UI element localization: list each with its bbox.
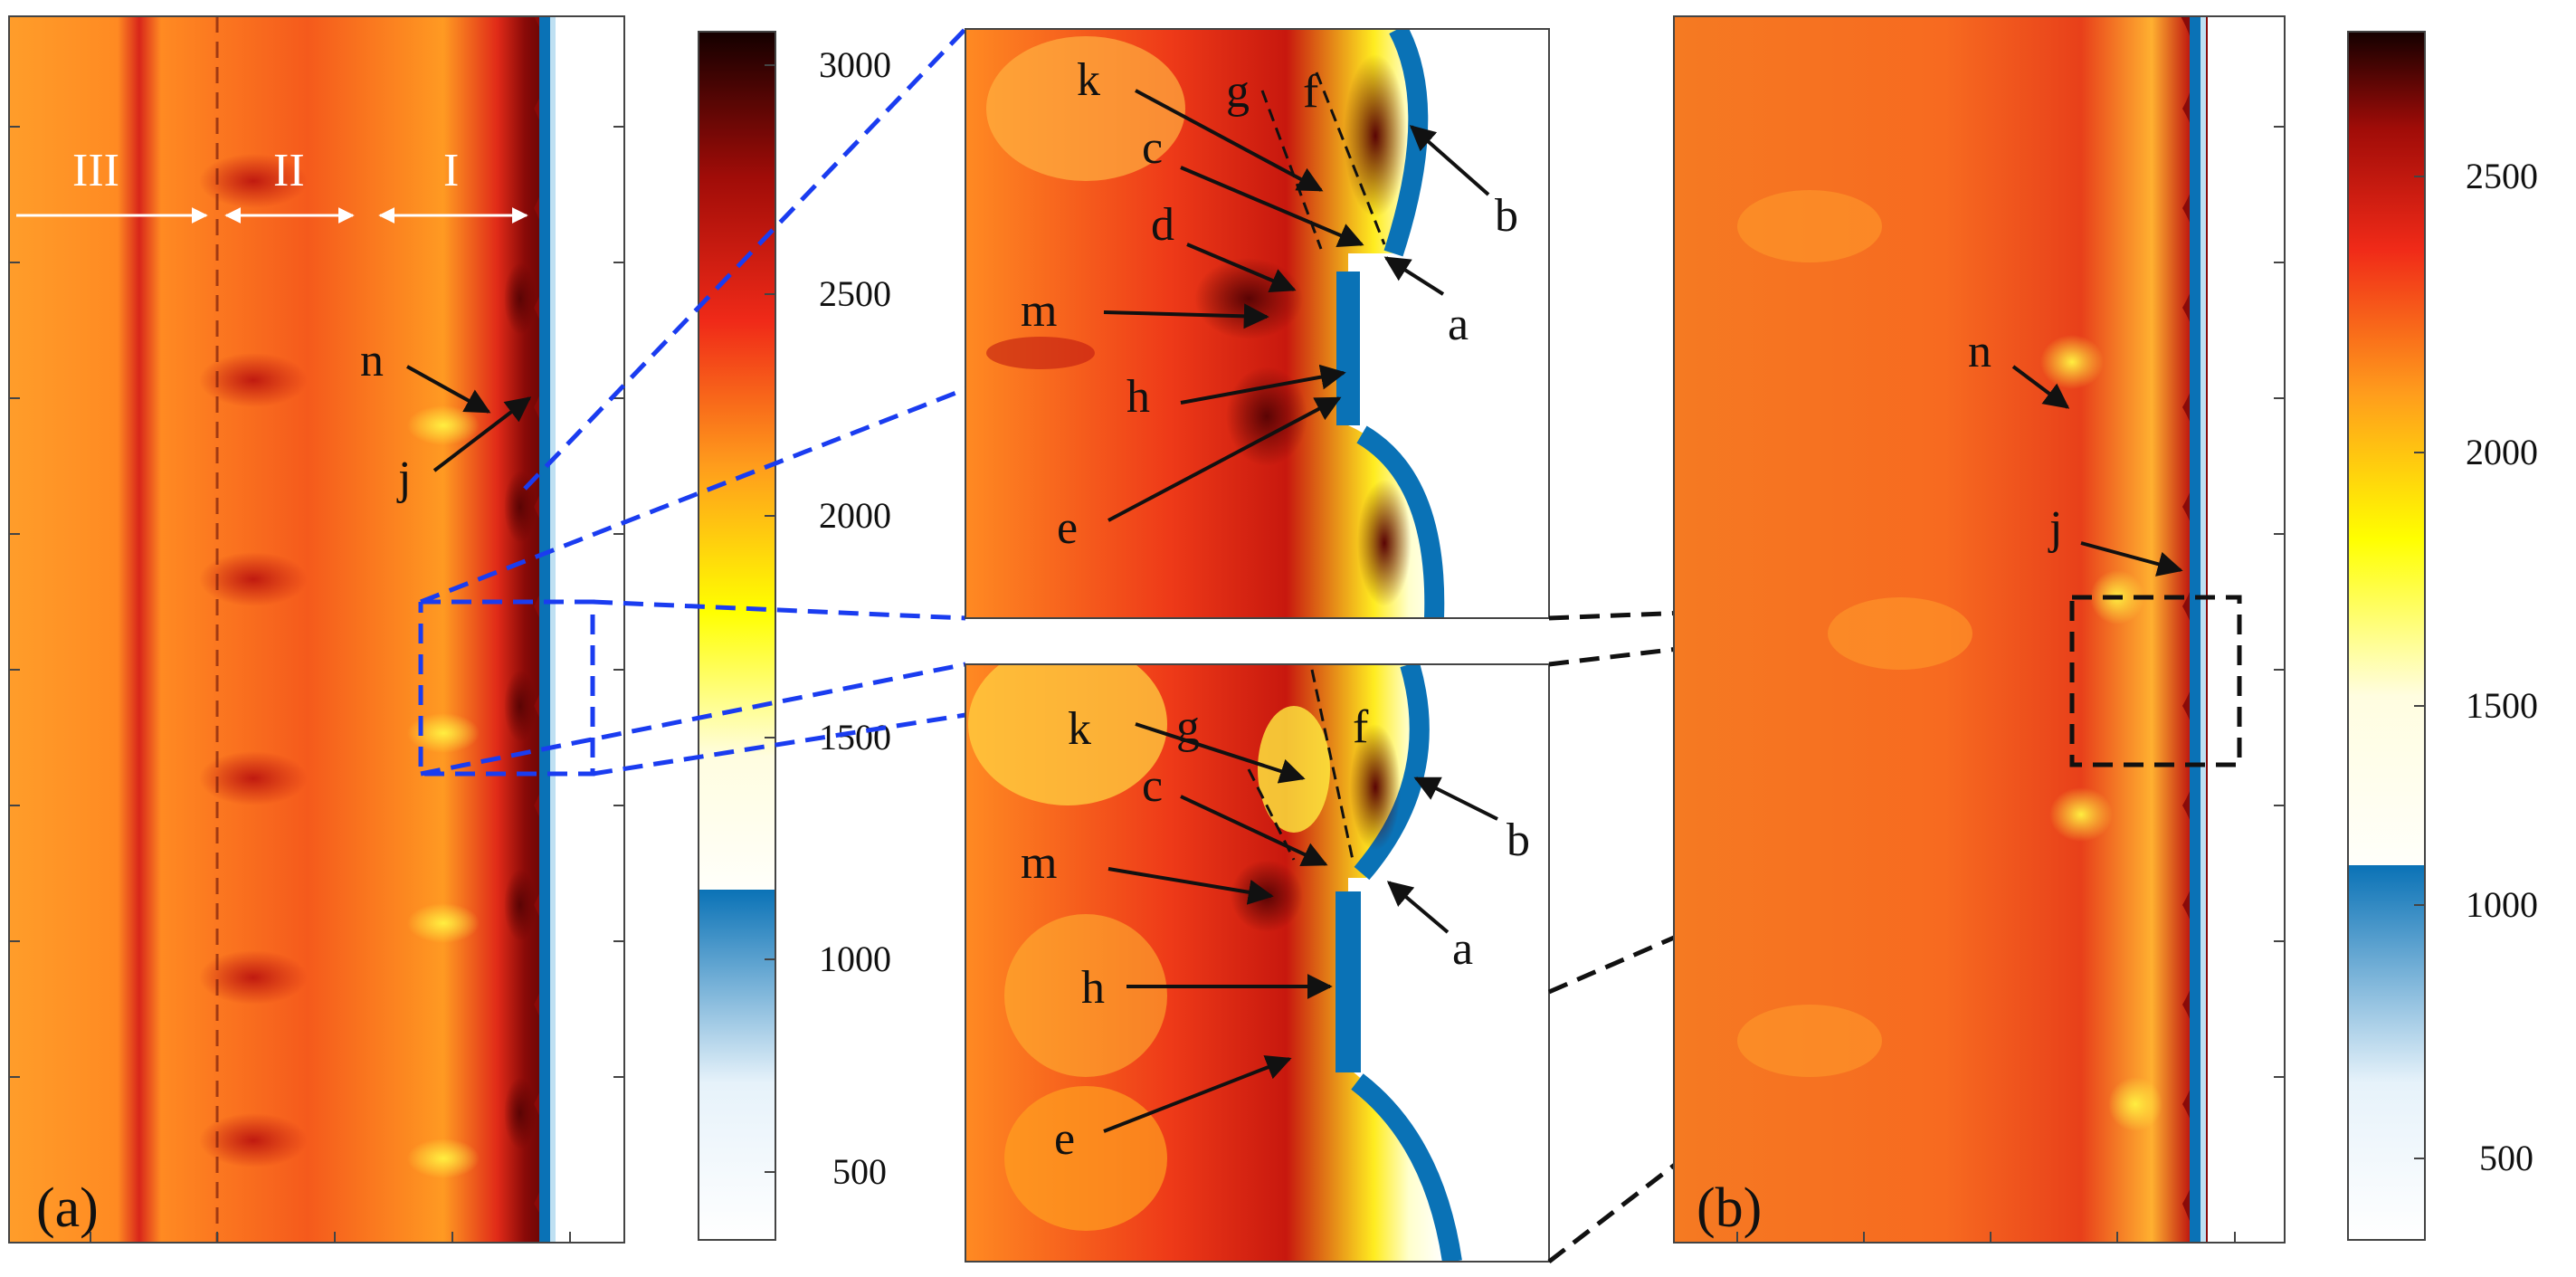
colorbar-b-tick-1500: 1500 [2466, 685, 2538, 726]
zoom-top-e: e [1057, 502, 1078, 554]
panel-b-j-arrow [2080, 541, 2183, 577]
panel-a-frame [8, 15, 625, 1244]
panel-a-n-label: n [360, 335, 384, 386]
panel-b-n-label: n [1968, 326, 1991, 377]
colorbar-a-tick-1000: 1000 [819, 939, 891, 979]
panel-b-frame [1673, 15, 2286, 1244]
panel-a-n-arrow [406, 365, 491, 414]
zoom-bottom-a: a [1452, 923, 1473, 975]
colorbar-b-tick-1000: 1000 [2466, 884, 2538, 925]
zoom-top-g: g [1226, 66, 1250, 118]
zoom-top-d: d [1151, 199, 1174, 251]
colorbar-a-tick-3000: 3000 [819, 44, 891, 85]
colorbar-b-tick-2500: 2500 [2466, 156, 2538, 196]
panel-b [1674, 16, 2285, 1243]
zoom-bottom-f: f [1353, 701, 1369, 753]
colorbar-a: 3000 2500 2000 1500 1000 500 [698, 31, 891, 1241]
zoom-bottom-m: m [1021, 837, 1057, 889]
panel-a [9, 16, 624, 1243]
zoom-bottom-g: g [1176, 701, 1200, 753]
panel-b-ticks [1736, 126, 2285, 1243]
panel-b-zoom-box [2069, 595, 2242, 767]
zoom-top-b: b [1495, 190, 1518, 242]
zoom-top-f: f [1303, 66, 1319, 118]
zoom-bottom-frame [965, 663, 1550, 1263]
panel-a-spots [199, 154, 537, 1178]
panel-a-j-label: j [396, 453, 411, 504]
panel-a-j-arrow [433, 396, 532, 472]
colorbar-a-tick-2000: 2000 [819, 495, 891, 536]
colorbar-b-tick-500: 500 [2479, 1138, 2533, 1178]
zoom-top-a: a [1448, 299, 1469, 350]
zoom-top-h: h [1126, 371, 1150, 423]
colorbar-a-tick-500: 500 [832, 1151, 887, 1192]
colorbar-a-tick-1500: 1500 [819, 717, 891, 758]
zoom-bottom-c: c [1142, 760, 1163, 812]
zoom-top-c: c [1142, 122, 1163, 174]
zoom-bottom-e: e [1054, 1113, 1075, 1165]
panel-b-j-label: j [2048, 502, 2062, 554]
zoom-bottom-h: h [1081, 962, 1105, 1014]
zoom-bottom-k: k [1068, 703, 1091, 755]
zoom-bottom-b: b [1507, 815, 1530, 866]
zoom-top-m: m [1021, 285, 1057, 337]
zoom-connectors-a [420, 27, 967, 777]
zoom-bottom-arrows [1103, 722, 1498, 1133]
colorbar-a-tick-2500: 2500 [819, 273, 891, 314]
panel-b-label: (b) [1697, 1177, 1762, 1239]
zoom-top-k: k [1077, 54, 1100, 106]
colorbar-b: 2500 2000 1500 1000 500 [2347, 31, 2538, 1241]
zone-II-label: II [273, 145, 305, 196]
zone-III-label: III [72, 145, 119, 196]
panel-a-ticks [9, 126, 624, 1243]
panel-b-n-arrow [2011, 365, 2070, 409]
colorbar-b-tick-2000: 2000 [2466, 432, 2538, 472]
zoom-top-arrows [1103, 89, 1490, 522]
panel-a-label: (a) [36, 1177, 99, 1239]
zoom-top-frame [965, 28, 1550, 619]
zone-I-label: I [443, 145, 459, 196]
